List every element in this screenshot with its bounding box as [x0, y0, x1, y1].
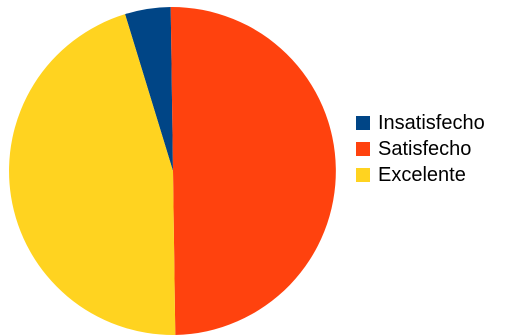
legend: Insatisfecho Satisfecho Excelente: [356, 110, 485, 188]
pie-slice-insatisfecho: [125, 7, 173, 171]
legend-label: Satisfecho: [378, 137, 472, 160]
legend-item-insatisfecho: Insatisfecho: [356, 110, 485, 136]
pie-slice-excelente: [9, 14, 176, 335]
legend-swatch: [356, 168, 370, 182]
legend-swatch: [356, 116, 370, 130]
pie-slice-satisfecho: [170, 7, 336, 335]
legend-item-satisfecho: Satisfecho: [356, 136, 485, 162]
legend-label: Excelente: [378, 163, 466, 186]
legend-swatch: [356, 142, 370, 156]
legend-item-excelente: Excelente: [356, 162, 485, 188]
legend-label: Insatisfecho: [378, 111, 485, 134]
